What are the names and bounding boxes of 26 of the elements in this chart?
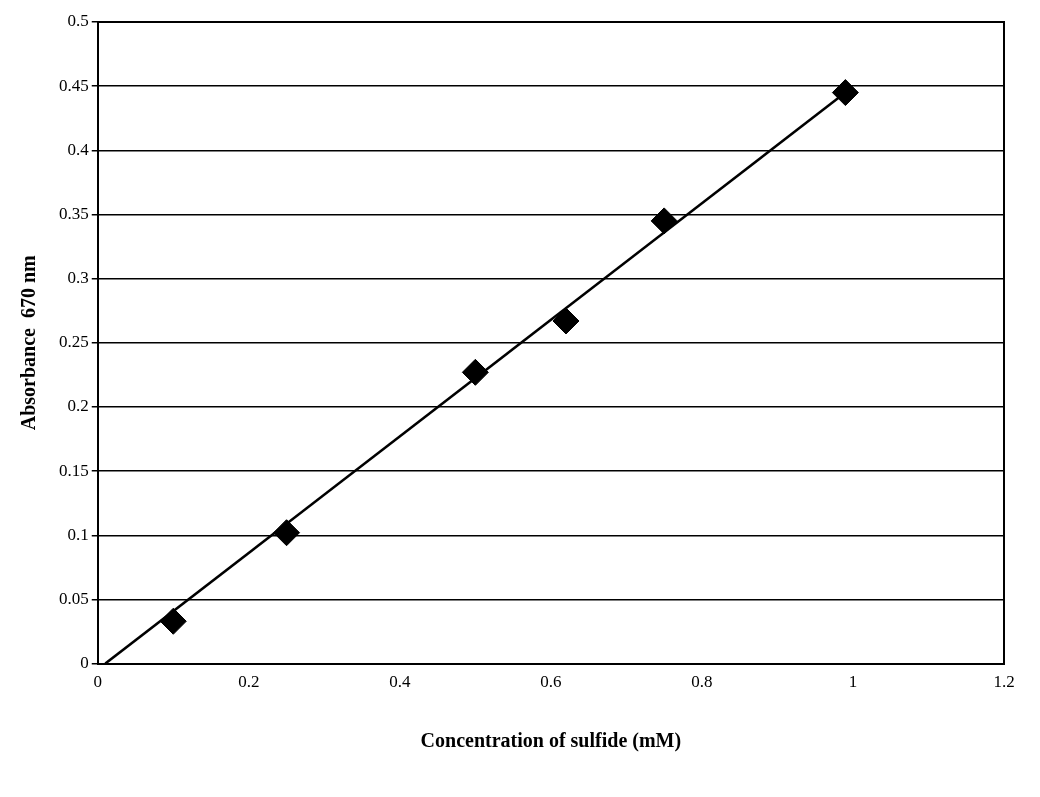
x-tick-label: 1 [848,672,858,692]
x-tick-label: 0.2 [238,672,260,692]
point [461,358,489,386]
point [273,519,301,547]
y-tick-label: 0.05 [59,588,89,608]
y-tick-label: 0.3 [67,268,89,288]
x-axis-title: Concentration of sulfide (mM) [420,729,682,753]
y-tick-label: 0 [80,653,89,673]
x-tick-label: 1.2 [993,672,1015,692]
y-tick-label: 0.2 [67,396,89,416]
point [159,607,187,635]
y-tick-label: 0.1 [67,524,89,544]
y-tick-label: 0.25 [59,332,89,352]
y-tick-label: 0.45 [59,75,89,95]
y-tick-label: 0.5 [67,11,89,31]
x-tick-label: 0.6 [540,672,562,692]
y-tick-label: 0.4 [67,139,90,159]
x-tick-label: 0.4 [389,672,411,692]
x-tick-label: 0 [93,672,102,692]
point [831,79,859,107]
point [552,307,580,335]
y-tick-label: 0.15 [59,460,89,480]
y-axis-title: Absorbance 670 nm [17,254,40,431]
y-tick-label: 0.35 [59,203,89,223]
x-tick-label: 0.8 [691,672,713,692]
point [650,207,678,235]
